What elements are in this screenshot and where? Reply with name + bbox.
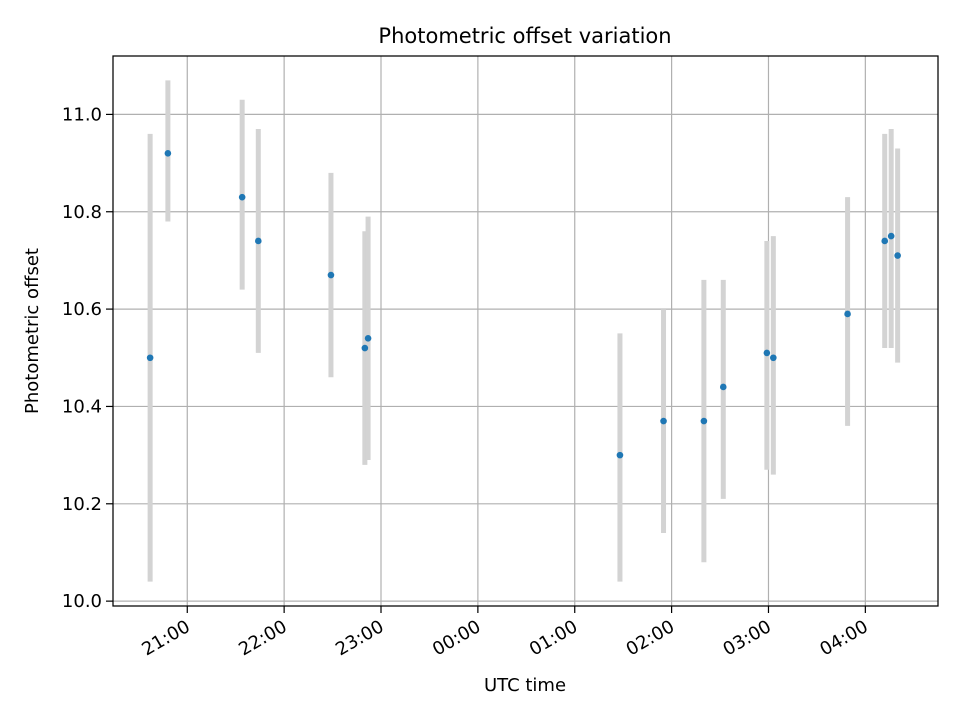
plot-frame xyxy=(112,55,939,607)
data-point xyxy=(894,252,901,259)
y-axis-label: Photometric offset xyxy=(22,248,43,414)
y-tick-label: 10.0 xyxy=(62,591,102,612)
data-point xyxy=(660,417,667,425)
data-point xyxy=(361,344,369,352)
data-point xyxy=(327,271,335,279)
data-point xyxy=(364,335,372,342)
y-tick-label: 10.4 xyxy=(62,396,102,417)
x-axis-label: UTC time xyxy=(484,675,566,696)
data-point xyxy=(164,150,172,157)
chart-title: Photometric offset variation xyxy=(378,24,671,48)
y-tick-label: 10.8 xyxy=(62,202,102,223)
data-point xyxy=(719,383,727,391)
data-point xyxy=(616,451,624,459)
plot-area xyxy=(113,56,938,606)
y-tick-label: 10.6 xyxy=(62,299,102,320)
data-points xyxy=(146,150,901,459)
grid xyxy=(113,56,938,606)
data-point xyxy=(844,310,851,318)
data-point xyxy=(255,237,262,245)
y-tick-label: 10.2 xyxy=(62,494,102,515)
data-point xyxy=(887,232,895,240)
data-point xyxy=(238,193,246,201)
y-tick-label: 11.0 xyxy=(62,104,102,125)
data-point xyxy=(700,417,708,425)
data-point xyxy=(146,354,154,362)
data-point xyxy=(763,349,771,357)
data-point xyxy=(881,237,889,245)
data-point xyxy=(770,354,777,362)
